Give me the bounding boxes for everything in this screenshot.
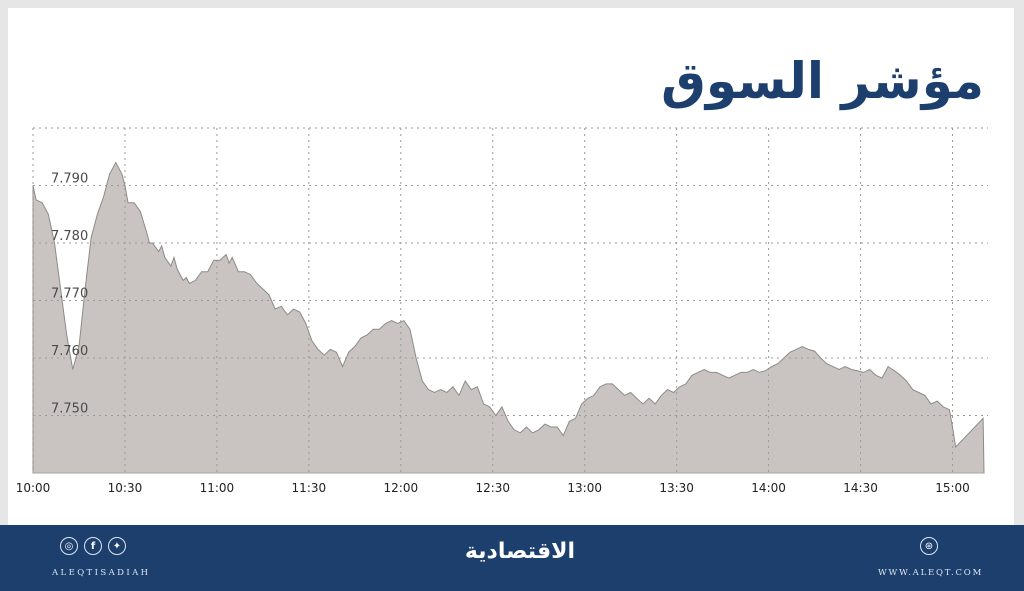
x-tick-label: 15:00 [935,481,970,495]
x-tick-label: 13:00 [567,481,602,495]
twitter-icon[interactable]: ✦ [108,537,126,555]
x-tick-label: 14:30 [843,481,878,495]
y-tick-label: 7.750 [51,402,88,417]
y-tick-label: 7.770 [51,287,88,302]
y-tick-label: 7.760 [51,344,88,359]
footer-bar: ◎ f ✦ ALEQTISADIAH الاقتصادية ⊛ WWW.ALEQ… [0,525,1024,591]
index-area [32,161,985,474]
social-links: ◎ f ✦ [60,537,126,555]
market-index-chart: 7.750 7.760 7.770 7.780 7.790 10:00 10:30 11:00… [16,127,988,495]
y-tick-label: 7.780 [51,229,88,244]
x-tick-label: 11:00 [200,481,235,495]
x-tick-label: 10:30 [108,481,143,495]
x-tick-label: 12:30 [475,481,510,495]
x-tick-label: 11:30 [292,481,327,495]
globe-icon[interactable]: ⊛ [920,537,938,555]
x-tick-label: 10:00 [16,481,51,495]
y-tick-label: 7.790 [51,172,88,187]
website-link[interactable]: WWW.ALEQT.COM [878,568,984,578]
chart-title: مؤشر السوق [661,52,984,110]
facebook-icon[interactable]: f [84,537,102,555]
brand-logo: الاقتصادية [464,539,576,564]
x-tick-label: 12:00 [384,481,419,495]
social-handle: ALEQTISADIAH [52,568,151,578]
x-tick-label: 14:00 [751,481,786,495]
instagram-icon[interactable]: ◎ [60,537,78,555]
x-tick-label: 13:30 [659,481,694,495]
